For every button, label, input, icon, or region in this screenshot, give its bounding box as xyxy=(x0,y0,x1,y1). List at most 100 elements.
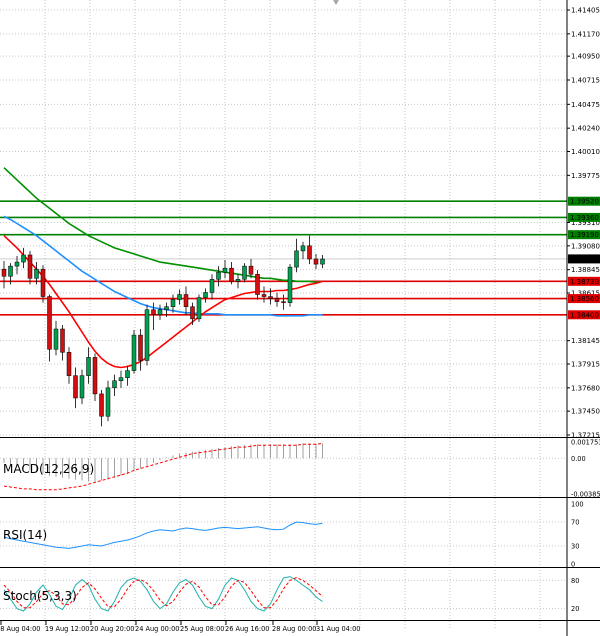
candle-body xyxy=(203,292,208,298)
price-label: 1.38615 xyxy=(571,289,600,297)
candle xyxy=(235,274,241,289)
rsi-line xyxy=(3,521,323,549)
candle-body xyxy=(287,266,293,303)
candle-body xyxy=(261,294,267,297)
candle xyxy=(99,389,104,427)
level-tag xyxy=(568,294,600,304)
candle xyxy=(1,261,7,289)
candle xyxy=(261,286,267,303)
candle-body xyxy=(92,357,98,395)
candle xyxy=(21,247,26,269)
macd-pane[interactable]: MACD(12,26,9) 0.001753 0.00 -0.003854 xyxy=(0,439,600,499)
candle-body xyxy=(86,357,91,376)
time-label: 20 Aug 20:00 xyxy=(90,625,134,633)
price-pane[interactable] xyxy=(0,0,567,630)
ma-slow-line xyxy=(3,167,323,284)
rsi-pane[interactable]: RSI(14) 100 70 30 0 xyxy=(0,501,584,569)
candle-body xyxy=(209,279,215,293)
candle xyxy=(14,255,20,275)
time-axis: 18 Aug 04:00 19 Aug 12:00 20 Aug 20:00 24 A… xyxy=(0,621,360,633)
candle xyxy=(177,289,182,305)
candle-body xyxy=(300,245,306,252)
candle xyxy=(307,235,312,265)
candle xyxy=(255,270,260,300)
rsi-axis-label: 100 xyxy=(571,501,584,509)
candle-body xyxy=(170,299,176,307)
candle-body xyxy=(27,254,33,279)
candle-body xyxy=(190,306,195,320)
ma-mid-line xyxy=(3,215,323,317)
price-axis: 1.41405 1.41170 1.40950 1.40715 1.40475 1.402… xyxy=(566,0,600,636)
candle-body xyxy=(320,258,325,265)
candle-body xyxy=(99,393,104,417)
candle xyxy=(294,238,299,273)
level-tag xyxy=(568,276,600,286)
candle-body xyxy=(40,268,46,297)
price-label: 1.40715 xyxy=(571,76,600,84)
candle-body xyxy=(307,245,312,260)
candle xyxy=(125,365,130,386)
candle-body xyxy=(294,250,299,268)
stoch-grid xyxy=(0,579,567,610)
candle xyxy=(47,294,52,362)
level-tag-label: 1.39360 xyxy=(570,214,599,222)
candle-body xyxy=(21,254,26,263)
candle xyxy=(196,294,202,322)
rsi-axis: 100 70 30 0 xyxy=(571,501,584,569)
candle xyxy=(320,254,325,269)
current-price-label: 1.38951 xyxy=(570,255,599,263)
candle xyxy=(73,367,78,409)
time-label: 24 Aug 00:00 xyxy=(135,625,179,633)
candle xyxy=(34,262,39,285)
time-label: 31 Aug 04:00 xyxy=(316,625,360,633)
candle xyxy=(40,265,46,303)
candle-body xyxy=(248,265,254,275)
level-tag-label: 1.39520 xyxy=(570,198,599,206)
candle xyxy=(112,374,117,396)
stoch-title: Stoch(5,3,3) xyxy=(3,589,77,603)
level-tag xyxy=(568,212,600,222)
candle xyxy=(229,262,234,285)
candle-body xyxy=(1,268,7,277)
candle xyxy=(190,302,195,325)
candle-body xyxy=(73,375,78,399)
candle-body xyxy=(131,334,137,371)
candle-body xyxy=(8,265,13,277)
candle xyxy=(131,330,137,374)
candle xyxy=(105,380,111,422)
candle-body xyxy=(164,306,169,310)
candle xyxy=(268,288,273,305)
level-tag-label: 1.38560 xyxy=(570,295,599,303)
ma-fast-line xyxy=(3,235,323,369)
candle xyxy=(281,294,286,310)
price-label: 1.39310 xyxy=(571,219,600,227)
candle-body xyxy=(53,328,59,350)
candle xyxy=(118,370,124,388)
level-tag xyxy=(568,310,600,320)
price-label: 1.40475 xyxy=(571,101,600,109)
candle xyxy=(242,263,247,283)
time-label: 26 Aug 16:00 xyxy=(225,625,269,633)
candle xyxy=(274,292,280,307)
rsi-axis-label: 30 xyxy=(571,543,579,551)
time-label: 28 Aug 00:00 xyxy=(272,625,316,633)
stoch-pane[interactable]: Stoch(5,3,3) 80 20 xyxy=(0,576,579,614)
stoch-axis-label: 80 xyxy=(571,577,579,585)
candles xyxy=(1,235,325,427)
candle-body xyxy=(34,268,39,279)
time-label: 25 Aug 08:00 xyxy=(180,625,224,633)
stoch-main-line xyxy=(3,576,323,612)
candle xyxy=(66,347,72,384)
level-tag-label: 1.38730 xyxy=(570,278,599,286)
candle-body xyxy=(66,352,72,376)
candle xyxy=(222,260,228,279)
candle xyxy=(86,347,91,384)
chart-shift-marker-icon[interactable] xyxy=(333,0,339,5)
candle-body xyxy=(216,271,221,280)
candle xyxy=(92,353,98,402)
price-label: 1.38145 xyxy=(571,337,600,345)
moving-averages xyxy=(3,167,323,369)
rsi-grid xyxy=(0,521,567,547)
level-tag xyxy=(568,196,600,206)
